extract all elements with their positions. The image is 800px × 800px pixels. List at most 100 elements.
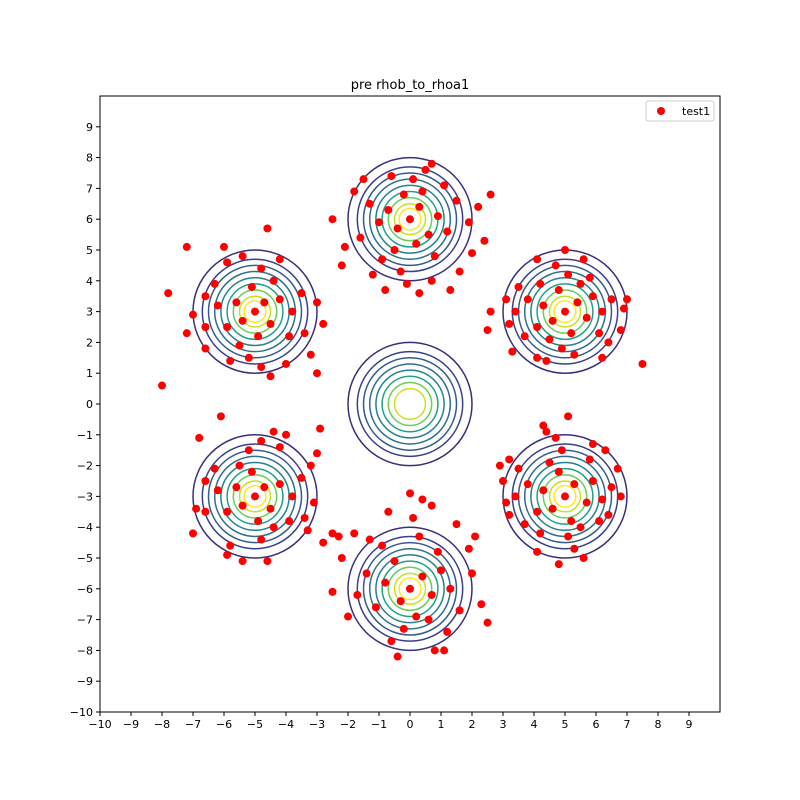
data-point	[514, 282, 523, 291]
data-point	[328, 529, 337, 538]
data-point	[554, 560, 563, 569]
data-point	[238, 252, 247, 261]
contour-ring	[542, 474, 588, 519]
data-point	[223, 258, 232, 267]
data-point	[309, 498, 318, 507]
data-point	[570, 350, 579, 359]
data-point	[378, 541, 387, 550]
contour-ring	[226, 467, 284, 525]
data-point	[195, 433, 204, 442]
data-point	[564, 270, 573, 279]
y-tick-label: 3	[86, 306, 93, 319]
x-tick-label: 2	[469, 718, 476, 731]
data-point	[505, 455, 514, 464]
data-point	[557, 344, 566, 353]
data-point	[452, 520, 461, 529]
data-point	[399, 624, 408, 633]
contour-ring	[542, 289, 588, 334]
data-point	[412, 612, 421, 621]
x-tick-label: −5	[247, 718, 263, 731]
data-point	[406, 584, 414, 593]
data-point	[582, 498, 591, 507]
data-point	[406, 489, 414, 498]
data-point	[164, 289, 173, 298]
data-point	[213, 301, 222, 310]
data-point	[468, 569, 476, 578]
data-point	[536, 279, 545, 288]
x-tick-label: −9	[123, 718, 139, 731]
y-tick-label: 0	[86, 398, 93, 411]
data-point	[390, 246, 399, 254]
data-point	[430, 252, 439, 261]
y-tick-label: −5	[77, 552, 93, 565]
data-point	[570, 480, 579, 489]
data-point	[337, 261, 346, 270]
contour-layer	[192, 156, 628, 652]
contour-ring	[347, 156, 473, 282]
contour-ring	[387, 196, 433, 242]
legend-box	[645, 100, 715, 122]
contour-ring	[375, 554, 445, 624]
x-tick-label: −6	[216, 718, 232, 731]
data-point	[502, 498, 511, 507]
data-point	[409, 175, 418, 184]
contour-ring	[356, 350, 464, 458]
data-point	[340, 242, 349, 251]
data-point	[455, 606, 464, 615]
contour-group	[347, 156, 473, 282]
data-point	[260, 298, 269, 307]
data-point	[523, 480, 532, 489]
data-point	[316, 424, 325, 433]
data-point	[418, 572, 427, 581]
data-point	[415, 532, 424, 541]
data-point	[260, 483, 269, 492]
legend-marker	[657, 107, 665, 115]
y-tick-label: −7	[77, 614, 93, 627]
data-point	[545, 335, 554, 344]
data-point	[437, 566, 445, 575]
data-point	[390, 557, 399, 566]
y-tick-label: −1	[77, 429, 93, 442]
contour-ring	[232, 474, 278, 519]
data-point	[486, 190, 495, 199]
data-point	[595, 517, 604, 526]
x-tick-label: −2	[340, 718, 356, 731]
data-point	[257, 436, 266, 445]
data-point	[337, 554, 346, 562]
data-point	[288, 492, 297, 501]
data-point	[238, 501, 247, 510]
contour-ring	[192, 434, 318, 559]
data-point	[579, 554, 588, 562]
data-point	[381, 578, 390, 587]
y-tick-label: 7	[86, 182, 93, 195]
contour-ring	[381, 375, 439, 433]
contour-ring	[530, 461, 600, 532]
data-point	[588, 440, 597, 449]
data-point	[523, 295, 532, 304]
data-point	[511, 492, 520, 501]
data-point	[201, 477, 210, 485]
data-point	[282, 430, 290, 439]
data-point	[393, 652, 402, 661]
chart-title: pre rhob_to_rhoa1	[351, 78, 470, 93]
data-point	[623, 295, 631, 304]
y-tick-label: −8	[77, 644, 93, 657]
data-point	[235, 341, 244, 350]
contour-ring	[548, 295, 582, 328]
x-tick-label: 6	[593, 718, 600, 731]
data-point	[427, 590, 436, 599]
data-point	[570, 544, 579, 553]
data-point	[387, 637, 396, 646]
contour-ring	[375, 369, 445, 439]
y-tick-label: 6	[86, 213, 93, 226]
data-point	[421, 165, 430, 174]
data-point	[551, 261, 560, 270]
data-point	[192, 504, 201, 513]
data-point	[402, 279, 411, 288]
data-point	[409, 513, 418, 522]
data-point	[238, 316, 247, 325]
data-point	[399, 190, 408, 199]
data-point	[533, 353, 542, 362]
x-tick-label: 4	[531, 718, 538, 731]
